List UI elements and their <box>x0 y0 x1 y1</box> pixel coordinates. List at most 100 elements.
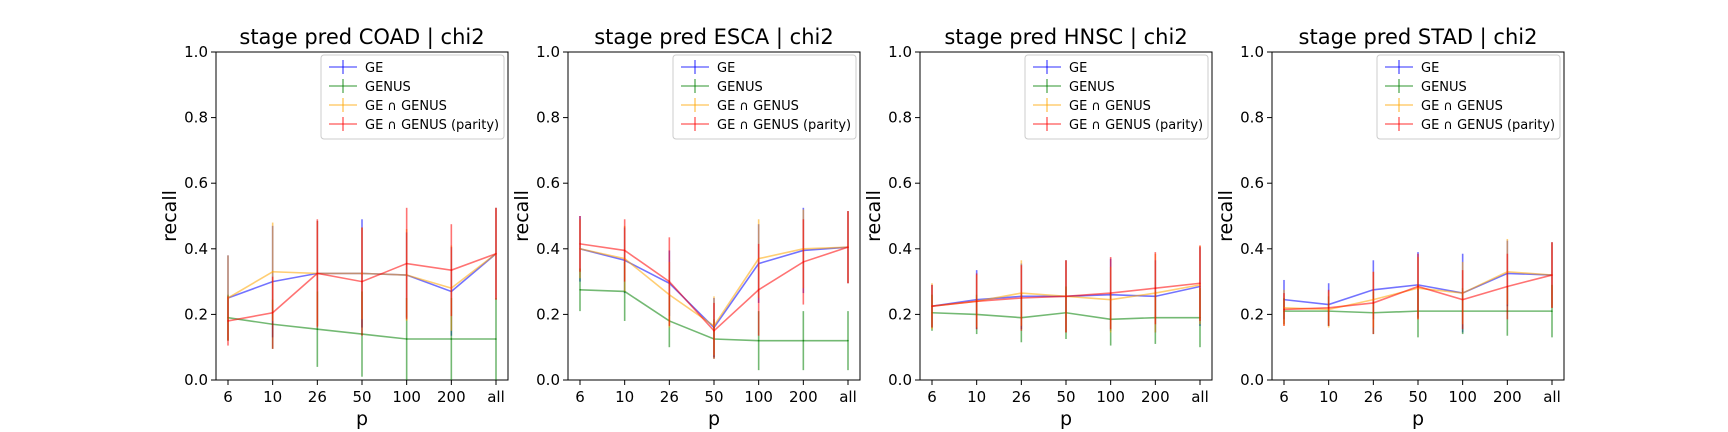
x-tick-label: 100 <box>1096 388 1125 406</box>
data-point <box>579 243 581 245</box>
legend-label: GE ∩ GENUS (parity) <box>1069 118 1203 133</box>
data-point <box>1551 310 1553 312</box>
x-tick-label: 26 <box>1364 388 1383 406</box>
data-point <box>1283 308 1285 311</box>
data-point <box>623 249 626 252</box>
data-point <box>405 338 408 340</box>
y-tick-label: 0.4 <box>184 240 208 258</box>
data-point <box>316 272 319 275</box>
legend-label: GENUS <box>1069 80 1115 95</box>
chart-panel-4: 0.0 0.2 0.4 0.6 0.8 1.0 6 10 26 50 100 200 all GE GENU… <box>1215 25 1565 430</box>
data-point <box>847 246 849 248</box>
chart-title: stage pred COAD | chi2 <box>239 25 484 50</box>
data-point <box>1199 282 1201 285</box>
x-tick-label: 10 <box>967 388 986 406</box>
y-axis-label: recall <box>1215 190 1237 242</box>
y-tick-label: 0.2 <box>184 305 208 323</box>
y-axis-label: recall <box>863 190 885 242</box>
legend-label: GE ∩ GENUS <box>1069 99 1151 114</box>
data-point <box>450 338 453 340</box>
y-tick-label: 0.2 <box>536 305 560 323</box>
y-tick-label: 0.2 <box>1240 305 1264 323</box>
data-point <box>271 311 274 314</box>
data-point <box>1020 297 1023 299</box>
x-axis-label: p <box>708 408 720 430</box>
data-point <box>450 269 453 271</box>
x-axis-label: p <box>1060 408 1072 430</box>
data-point <box>1506 285 1509 288</box>
legend-label: GENUS <box>717 80 763 95</box>
legend-label: GE <box>365 61 383 76</box>
legend-box <box>1376 54 1561 140</box>
y-axis-label: recall <box>159 190 181 242</box>
legend: GE GENUS GE ∩ GENUS GE ∩ GENUS (parity) <box>672 54 857 140</box>
data-point <box>802 261 805 263</box>
x-tick-label: 200 <box>1493 388 1522 406</box>
data-point <box>1154 287 1157 289</box>
y-tick-label: 1.0 <box>184 43 208 61</box>
data-point <box>1065 295 1067 298</box>
y-tick-label: 0.0 <box>1240 371 1264 389</box>
data-point <box>361 280 363 283</box>
data-point <box>1551 274 1553 276</box>
legend: GE GENUS GE ∩ GENUS GE ∩ GENUS (parity) <box>1376 54 1561 140</box>
data-point <box>1327 307 1330 309</box>
chart-panel-1: 0.0 0.2 0.4 0.6 0.8 1.0 6 10 26 50 100 200 all GE GENU… <box>159 25 509 430</box>
y-tick-label: 0.0 <box>184 371 208 389</box>
series-4 <box>227 207 497 349</box>
data-point <box>495 252 497 255</box>
y-tick-label: 0.2 <box>888 305 912 323</box>
data-point <box>271 270 274 273</box>
legend-box <box>1024 54 1209 140</box>
y-tick-label: 0.6 <box>184 174 208 192</box>
x-tick-label: 10 <box>263 388 282 406</box>
x-tick-label: 100 <box>1448 388 1477 406</box>
legend-box <box>320 54 505 140</box>
legend-label: GE ∩ GENUS (parity) <box>365 118 499 133</box>
chart-title: stage pred STAD | chi2 <box>1299 25 1538 50</box>
x-tick-label: 50 <box>1056 388 1075 406</box>
data-point <box>802 339 805 342</box>
y-axis-label: recall <box>511 190 533 242</box>
x-tick-label: all <box>839 388 857 406</box>
data-point <box>316 328 319 330</box>
x-tick-label: 50 <box>704 388 723 406</box>
y-tick-label: 0.4 <box>1240 240 1264 258</box>
x-axis-label: p <box>1412 408 1424 430</box>
series-4 <box>931 245 1201 333</box>
x-tick-label: 10 <box>1319 388 1338 406</box>
x-axis-label: p <box>356 408 368 430</box>
x-tick-label: 26 <box>660 388 679 406</box>
data-point <box>1417 285 1419 288</box>
x-tick-label: 50 <box>352 388 371 406</box>
x-tick-label: 26 <box>1012 388 1031 406</box>
x-tick-label: 100 <box>744 388 773 406</box>
data-point <box>405 262 408 265</box>
data-point <box>931 305 933 308</box>
y-tick-label: 0.8 <box>888 109 912 127</box>
legend: GE GENUS GE ∩ GENUS GE ∩ GENUS (parity) <box>320 54 505 140</box>
data-point <box>1372 302 1375 304</box>
x-tick-label: 6 <box>223 388 233 406</box>
y-tick-label: 0.8 <box>536 109 560 127</box>
data-point <box>1461 298 1464 301</box>
legend-label: GENUS <box>1421 80 1467 95</box>
y-tick-label: 0.6 <box>536 174 560 192</box>
x-tick-label: 50 <box>1408 388 1427 406</box>
data-point <box>579 289 581 291</box>
x-tick-label: 200 <box>789 388 818 406</box>
legend-label: GE ∩ GENUS (parity) <box>1421 118 1555 133</box>
legend-label: GE ∩ GENUS <box>365 99 447 114</box>
y-tick-label: 0.6 <box>888 174 912 192</box>
y-tick-label: 0.0 <box>536 371 560 389</box>
legend-label: GE ∩ GENUS (parity) <box>717 118 851 133</box>
series-4 <box>579 211 849 359</box>
x-tick-label: all <box>1543 388 1561 406</box>
legend-label: GE ∩ GENUS <box>717 99 799 114</box>
data-point <box>975 300 978 303</box>
series-4 <box>1283 242 1553 335</box>
chart-title: stage pred ESCA | chi2 <box>594 25 834 50</box>
x-tick-label: 200 <box>1141 388 1170 406</box>
y-tick-label: 0.8 <box>1240 109 1264 127</box>
